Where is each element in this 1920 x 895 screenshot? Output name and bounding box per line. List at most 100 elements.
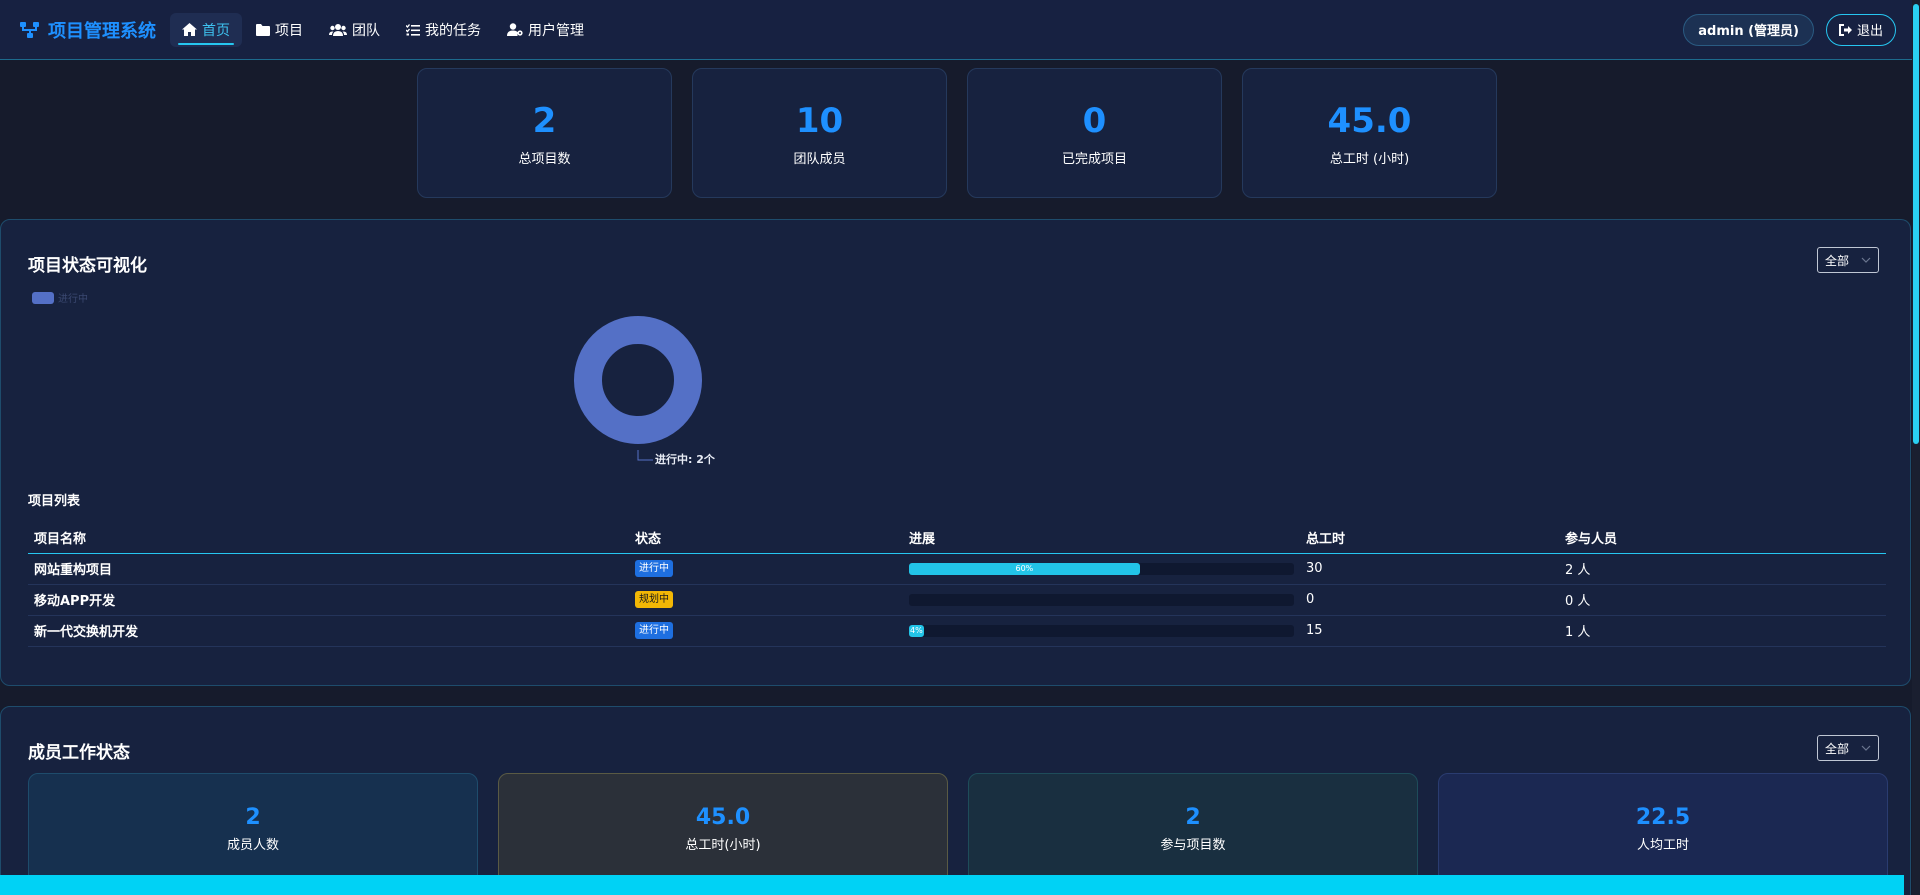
- logout-label: 退出: [1856, 24, 1883, 39]
- status-badge: 规划中: [635, 591, 673, 608]
- nav-home-label: 首页: [202, 22, 230, 39]
- col-header-members: 参与人员: [1559, 523, 1886, 554]
- members-cell: 0 人: [1559, 584, 1886, 616]
- stat-card-completed: 0 已完成项目: [967, 68, 1222, 198]
- chart-legend[interactable]: 进行中: [32, 290, 88, 305]
- status-cell: 进行中: [629, 553, 903, 585]
- nav-home[interactable]: 首页: [170, 12, 242, 47]
- progress-text: 4%: [910, 625, 923, 635]
- status-filter-value: 全部: [1825, 253, 1850, 268]
- progress-text: 60%: [1015, 563, 1034, 573]
- member-summary-cards: 2 成员人数 45.0 总工时(小时) 2 参与项目数 22.5 人均工时: [28, 773, 1908, 895]
- progress-cell: 60%: [903, 553, 1300, 585]
- nav-right: admin (管理员) 退出: [1683, 13, 1896, 46]
- hours-cell: 15: [1300, 615, 1559, 647]
- col-header-status: 状态: [629, 523, 903, 554]
- progress-bar: 60%: [909, 562, 1294, 575]
- stat-label: 已完成项目: [1061, 151, 1127, 167]
- hours-cell: 30: [1300, 553, 1559, 585]
- user-badge[interactable]: admin (管理员): [1683, 13, 1814, 46]
- table-row[interactable]: 网站重构项目 进行中 60% 30 2 人: [28, 553, 1886, 585]
- panel-title: 项目状态可视化: [28, 256, 147, 276]
- panel-title: 成员工作状态: [28, 743, 130, 763]
- stat-card-total-hours: 45.0 总工时 (小时): [1242, 68, 1497, 198]
- project-name: 新一代交换机开发: [28, 615, 629, 647]
- bottom-progress-bar: [0, 875, 1904, 895]
- col-header-name: 项目名称: [28, 523, 629, 554]
- table-row[interactable]: 新一代交换机开发 进行中 4% 15 1 人: [28, 615, 1886, 647]
- brand[interactable]: 项目管理系统: [20, 17, 156, 43]
- stat-cards: 2 总项目数 10 团队成员 0 已完成项目 45.0 总工时 (小时): [417, 68, 1517, 198]
- table-row[interactable]: 移动APP开发 规划中 0 0 人: [28, 584, 1886, 616]
- chevron-down-icon: [1861, 745, 1871, 751]
- scrollbar-track[interactable]: [1912, 0, 1920, 895]
- slice-label: 进行中: 2个: [655, 452, 716, 465]
- hours-cell: 0: [1300, 584, 1559, 616]
- stat-card-team-members: 10 团队成员: [692, 68, 947, 198]
- stat-card-total-projects: 2 总项目数: [417, 68, 672, 198]
- stat-value: 2: [532, 100, 557, 141]
- member-card-value: 22.5: [1635, 805, 1691, 830]
- nav-user-management-label: 用户管理: [528, 22, 584, 39]
- app-title: 项目管理系统: [48, 20, 156, 42]
- progress-fill: [909, 624, 925, 637]
- member-card: 22.5 人均工时: [1438, 773, 1888, 895]
- member-card: 2 参与项目数: [968, 773, 1418, 895]
- nav-projects-label: 项目: [275, 22, 303, 39]
- status-badge: 进行中: [635, 622, 673, 639]
- status-cell: 进行中: [629, 615, 903, 647]
- logout-button[interactable]: 退出: [1825, 13, 1896, 46]
- progress-bar: 4%: [909, 624, 1294, 637]
- member-card-label: 总工时(小时): [685, 838, 761, 853]
- stat-value: 10: [795, 100, 844, 141]
- member-filter-value: 全部: [1825, 741, 1850, 756]
- status-badge: 进行中: [635, 560, 673, 577]
- members-cell: 2 人: [1559, 553, 1886, 585]
- sitemap-icon: [20, 21, 39, 38]
- members-cell: 1 人: [1559, 615, 1886, 647]
- project-table: 项目名称 状态 进展 总工时 参与人员 网站重构项目 进行中 60% 30 2 …: [28, 523, 1886, 647]
- folder-icon: [256, 23, 270, 36]
- nav-team[interactable]: 团队: [317, 13, 392, 47]
- donut-slice[interactable]: [574, 316, 702, 444]
- tasks-icon: [406, 23, 420, 36]
- status-filter-select[interactable]: 全部: [1817, 247, 1879, 273]
- member-card-value: 2: [245, 805, 261, 830]
- navbar: 项目管理系统 首页 项目 团队 我的任务 用户管理 admin (管理员) 退出: [0, 0, 1912, 60]
- scrollbar-thumb[interactable]: [1913, 4, 1919, 444]
- slice-label-line: [637, 450, 653, 461]
- legend-label: 进行中: [58, 294, 88, 305]
- status-cell: 规划中: [629, 584, 903, 616]
- nav-projects[interactable]: 项目: [244, 13, 315, 47]
- chevron-down-icon: [1861, 257, 1871, 263]
- nav-user-management[interactable]: 用户管理: [495, 13, 596, 47]
- stat-label: 总工时 (小时): [1329, 151, 1410, 167]
- progress-fill: [909, 562, 1140, 575]
- progress-cell: 4%: [903, 615, 1300, 647]
- member-card-label: 人均工时: [1636, 838, 1689, 853]
- project-status-panel: 项目状态可视化 全部 进行中 进行中: 2个 项目列表 项目名称 状态 进展 总…: [0, 219, 1911, 686]
- nav-my-tasks-label: 我的任务: [425, 22, 481, 39]
- col-header-progress: 进展: [903, 523, 1300, 554]
- project-list-title: 项目列表: [28, 494, 81, 509]
- member-card-value: 2: [1185, 805, 1201, 830]
- table-header-row: 项目名称 状态 进展 总工时 参与人员: [28, 523, 1886, 554]
- member-status-panel: 成员工作状态 全部 2 成员人数 45.0 总工时(小时) 2 参与项目数 22…: [0, 706, 1911, 895]
- legend-swatch: [32, 291, 54, 304]
- status-donut-chart: 进行中: 2个: [574, 316, 716, 465]
- progress-bar: [909, 593, 1294, 606]
- project-name: 网站重构项目: [28, 553, 629, 585]
- member-card-value: 45.0: [695, 805, 751, 830]
- member-card-label: 参与项目数: [1160, 838, 1226, 853]
- user-gear-icon: [507, 23, 523, 36]
- home-icon: [182, 23, 197, 36]
- col-header-hours: 总工时: [1300, 523, 1559, 554]
- users-icon: [329, 23, 347, 36]
- member-card: 45.0 总工时(小时): [498, 773, 948, 895]
- stat-value: 0: [1082, 100, 1107, 141]
- stat-label: 总项目数: [518, 151, 571, 167]
- member-filter-select[interactable]: 全部: [1817, 735, 1879, 761]
- nav-links: 首页 项目 团队 我的任务 用户管理: [170, 12, 598, 47]
- member-card: 2 成员人数: [28, 773, 478, 895]
- nav-my-tasks[interactable]: 我的任务: [394, 13, 493, 47]
